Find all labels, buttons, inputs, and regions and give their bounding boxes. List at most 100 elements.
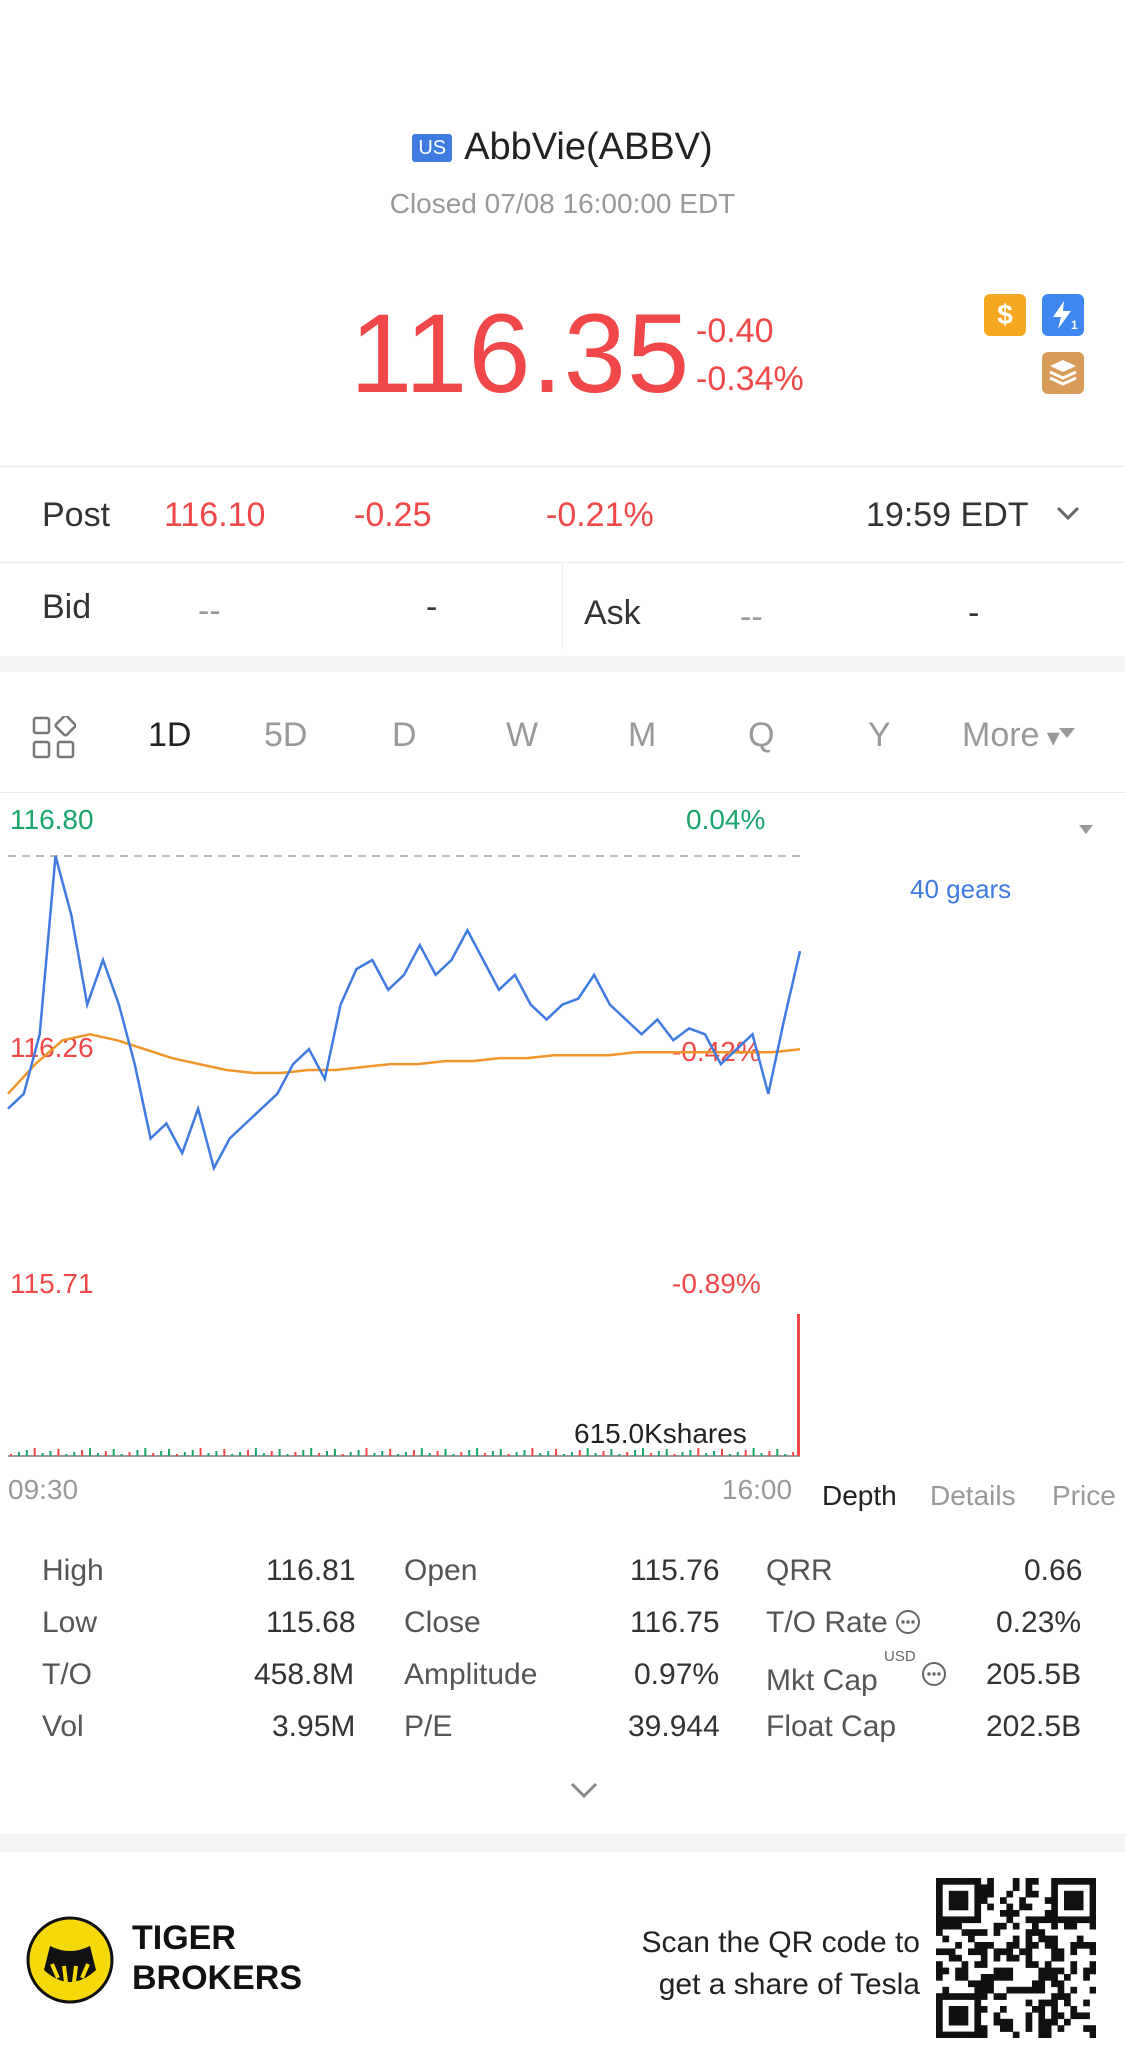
volume-bar bbox=[420, 1448, 423, 1456]
tab-more[interactable]: More bbox=[962, 716, 1060, 755]
depth-gears-label[interactable]: 40 gears bbox=[910, 874, 1012, 904]
svg-text:1: 1 bbox=[1071, 318, 1078, 332]
volume-bar bbox=[341, 1454, 344, 1456]
volume-bar bbox=[104, 1451, 107, 1456]
layout-grid-icon[interactable] bbox=[32, 714, 77, 765]
volume-bar bbox=[728, 1454, 731, 1456]
price-change: -0.40 bbox=[696, 312, 774, 350]
volume-bar bbox=[555, 1449, 558, 1456]
divider bbox=[0, 792, 1125, 793]
page-title: AbbVie(ABBV) bbox=[464, 126, 713, 168]
tab-w[interactable]: W bbox=[506, 716, 539, 754]
volume-bar bbox=[33, 1448, 36, 1456]
volume-bar bbox=[768, 1451, 771, 1456]
volume-bar bbox=[357, 1450, 360, 1456]
volume-bar bbox=[128, 1452, 131, 1456]
volume-bar bbox=[160, 1451, 163, 1456]
volume-bar bbox=[89, 1448, 91, 1456]
tab-1d[interactable]: 1D bbox=[148, 716, 192, 754]
price-change-pct: -0.34% bbox=[696, 360, 804, 398]
time-start: 09:30 bbox=[8, 1474, 79, 1505]
expand-chevron-icon[interactable] bbox=[566, 1778, 602, 1807]
last-price: 116.35 bbox=[350, 291, 691, 416]
stat-value: 458.8M bbox=[254, 1658, 355, 1691]
promo-line-1: Scan the QR code to bbox=[641, 1926, 921, 1959]
stat-value: 205.5B bbox=[986, 1658, 1082, 1691]
promo-line-2: get a share of Tesla bbox=[658, 1968, 920, 2001]
qr-code[interactable] bbox=[936, 1878, 1096, 2038]
volume-bar bbox=[721, 1449, 723, 1456]
volume-bar bbox=[302, 1450, 305, 1456]
tab-depth[interactable]: Depth bbox=[822, 1480, 897, 1511]
volume-bar bbox=[326, 1451, 328, 1456]
volume-bar bbox=[436, 1451, 439, 1456]
volume-bar bbox=[523, 1450, 526, 1456]
volume-bar bbox=[191, 1450, 194, 1456]
tab-d[interactable]: D bbox=[392, 716, 417, 754]
stat-label: Close bbox=[404, 1606, 481, 1639]
stat-label: High bbox=[42, 1554, 104, 1587]
caret-down-icon[interactable] bbox=[1058, 726, 1076, 745]
ask-size: - bbox=[968, 594, 980, 632]
volume-bar bbox=[752, 1448, 755, 1456]
tab-5d[interactable]: 5D bbox=[264, 716, 308, 754]
tab-details[interactable]: Details bbox=[930, 1480, 1016, 1511]
brand-line-2: BROKERS bbox=[132, 1959, 303, 1997]
volume-bar bbox=[65, 1454, 68, 1456]
volume-bar bbox=[452, 1454, 455, 1456]
volume-bar bbox=[460, 1452, 463, 1456]
dollar-icon[interactable]: $ bbox=[984, 294, 1026, 336]
volume-bar bbox=[136, 1450, 139, 1456]
lightning-level1-icon[interactable]: 1 bbox=[1042, 294, 1084, 336]
volume-bar bbox=[120, 1454, 123, 1456]
tab-y[interactable]: Y bbox=[868, 716, 891, 754]
stat-value: 0.97% bbox=[634, 1658, 720, 1691]
tiger-logo-icon bbox=[26, 1916, 114, 2009]
volume-bar bbox=[642, 1448, 644, 1456]
info-icon[interactable] bbox=[920, 1660, 948, 1693]
chevron-down-icon[interactable] bbox=[1052, 492, 1084, 541]
volume-bar bbox=[405, 1452, 407, 1456]
ask-label: Ask bbox=[584, 594, 641, 632]
stat-label: Open bbox=[404, 1554, 478, 1587]
volume-bar bbox=[199, 1448, 202, 1456]
chart-low-label: 115.71 bbox=[10, 1268, 94, 1299]
tab-price[interactable]: Price bbox=[1052, 1480, 1116, 1511]
volume-bar bbox=[476, 1448, 479, 1456]
bid-size: - bbox=[426, 588, 438, 626]
tab-m[interactable]: M bbox=[628, 716, 657, 754]
volume-bar bbox=[17, 1452, 20, 1456]
volume-bar bbox=[73, 1452, 76, 1456]
stat-label: Float Cap bbox=[766, 1710, 897, 1743]
volume-bar bbox=[618, 1454, 621, 1456]
volume-bar bbox=[713, 1451, 716, 1456]
books-a-icon[interactable] bbox=[1042, 352, 1084, 394]
volume-bar bbox=[278, 1449, 281, 1456]
post-market-row[interactable]: Post 116.10 -0.25 -0.21% 19:59 EDT bbox=[0, 492, 1125, 542]
stat-value: 3.95M bbox=[272, 1710, 356, 1743]
volume-bar bbox=[484, 1453, 486, 1456]
bid-label: Bid bbox=[42, 588, 92, 626]
bid-price: -- bbox=[198, 592, 221, 630]
volume-bar bbox=[215, 1451, 218, 1456]
volume-bar bbox=[784, 1454, 787, 1456]
volume-bar bbox=[57, 1449, 60, 1456]
volume-bar bbox=[602, 1451, 605, 1456]
stat-label: Low bbox=[42, 1606, 98, 1639]
volume-bar bbox=[531, 1448, 534, 1456]
mkt-cap-unit: USD bbox=[884, 1648, 916, 1665]
volume-bar bbox=[247, 1450, 249, 1456]
volume-label: 615.0Kshares bbox=[574, 1418, 747, 1449]
info-icon[interactable] bbox=[894, 1608, 922, 1641]
volume-bar bbox=[41, 1453, 44, 1456]
promo-footer: TIGER BROKERS Scan the QR code to get a … bbox=[0, 1852, 1125, 2069]
caret-down-icon[interactable] bbox=[1078, 822, 1094, 840]
post-change-pct: -0.21% bbox=[546, 496, 654, 534]
market-status: Closed 07/08 16:00:00 EDT bbox=[389, 188, 736, 219]
tab-q[interactable]: Q bbox=[748, 716, 775, 754]
volume-bar bbox=[270, 1451, 273, 1456]
volume-bar bbox=[594, 1453, 597, 1456]
volume-bar bbox=[610, 1449, 613, 1456]
volume-bar bbox=[507, 1454, 510, 1456]
intraday-chart[interactable] bbox=[0, 790, 820, 1470]
